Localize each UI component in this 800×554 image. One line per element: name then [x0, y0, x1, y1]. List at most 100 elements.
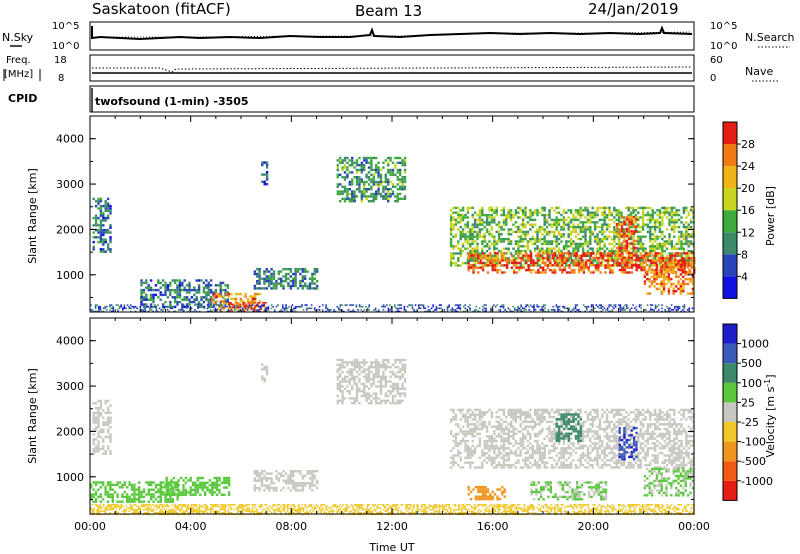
echo-cell	[469, 304, 471, 306]
echo-cell	[641, 247, 645, 250]
echo-cell	[224, 298, 227, 301]
echo-cell	[654, 254, 658, 257]
echo-cell	[608, 242, 611, 246]
echo-cell	[349, 512, 351, 514]
echo-cell	[352, 512, 354, 514]
echo-cell	[93, 512, 95, 514]
echo-cell	[605, 228, 609, 231]
echo-cell	[521, 213, 525, 217]
echo-cell	[524, 211, 527, 214]
echo-cell	[317, 309, 319, 311]
echo-cell	[661, 307, 663, 310]
echo-cell	[536, 211, 539, 214]
echo-cell	[394, 185, 397, 188]
echo-cell	[429, 309, 431, 311]
echo-cell	[188, 303, 191, 306]
echo-cell	[398, 307, 401, 310]
echo-cell	[649, 206, 652, 210]
echo-cell	[584, 237, 587, 241]
echo-cell	[477, 254, 480, 257]
echo-cell	[466, 309, 468, 311]
echo-cell	[166, 486, 170, 489]
echo-cell	[678, 268, 682, 272]
echo-cell	[328, 510, 330, 512]
echo-cell	[587, 305, 590, 308]
echo-cell	[457, 252, 460, 255]
echo-cell	[296, 510, 298, 512]
echo-cell	[529, 216, 532, 219]
echo-cell	[367, 176, 371, 179]
echo-cell	[263, 282, 266, 285]
echo-cell	[443, 309, 446, 311]
echo-cell	[548, 247, 551, 250]
echo-cell	[183, 279, 186, 282]
echo-cell	[223, 486, 226, 489]
echo-cell	[605, 247, 609, 250]
echo-cell	[227, 484, 231, 487]
echo-cell	[253, 505, 255, 508]
echo-cell	[133, 493, 136, 496]
echo-cell	[473, 230, 477, 234]
echo-cell	[586, 249, 590, 253]
echo-cell	[691, 292, 695, 295]
echo-cell	[537, 271, 540, 274]
echo-cell	[256, 272, 259, 276]
echo-cell	[547, 309, 550, 311]
echo-cell	[608, 304, 610, 306]
echo-cell	[121, 500, 124, 503]
echo-cell	[187, 479, 190, 482]
echo-cell	[557, 261, 561, 265]
echo-cell	[545, 249, 549, 253]
echo-cell	[97, 440, 100, 443]
echo-cell	[490, 213, 494, 217]
echo-cell	[355, 504, 358, 506]
echo-cell	[254, 305, 257, 308]
echo-cell	[449, 254, 453, 258]
echo-cell	[674, 275, 678, 278]
echo-cell	[304, 512, 306, 514]
echo-cell	[526, 233, 530, 236]
echo-cell	[551, 268, 554, 272]
echo-cell	[226, 505, 228, 508]
echo-cell	[586, 225, 590, 229]
echo-cell	[133, 488, 136, 491]
echo-cell	[621, 268, 624, 272]
echo-cell	[677, 305, 679, 308]
echo-cell	[643, 273, 647, 276]
echo-cell	[171, 481, 174, 484]
echo-cell	[94, 428, 98, 431]
echo-cell	[208, 491, 212, 494]
echo-cell	[623, 239, 626, 243]
echo-cell	[586, 213, 590, 217]
echo-cell	[637, 211, 640, 214]
echo-cell	[184, 493, 188, 496]
echo-cell	[672, 290, 675, 293]
echo-cell	[291, 508, 294, 511]
echo-cell	[205, 504, 207, 506]
echo-cell	[292, 277, 295, 280]
echo-cell	[213, 504, 215, 506]
echo-cell	[109, 231, 112, 234]
echo-cell	[104, 200, 107, 203]
echo-cell	[629, 213, 633, 217]
echo-cell	[222, 295, 226, 298]
echo-cell	[160, 504, 162, 506]
echo-cell	[122, 307, 124, 310]
echo-cell	[610, 249, 614, 253]
echo-cell	[649, 240, 652, 243]
echo-cell	[216, 510, 218, 512]
echo-cell	[561, 271, 564, 274]
echo-cell	[224, 305, 226, 308]
echo-cell	[94, 498, 98, 501]
echo-cell	[102, 238, 105, 241]
echo-cell	[689, 278, 692, 281]
echo-cell	[161, 284, 165, 287]
echo-cell	[198, 304, 201, 306]
echo-cell	[104, 423, 107, 427]
echo-cell	[106, 435, 110, 439]
echo-cell	[497, 230, 501, 234]
echo-cell	[656, 305, 658, 308]
echo-cell	[670, 257, 674, 260]
echo-cell	[208, 479, 212, 482]
echo-cell	[474, 309, 476, 311]
